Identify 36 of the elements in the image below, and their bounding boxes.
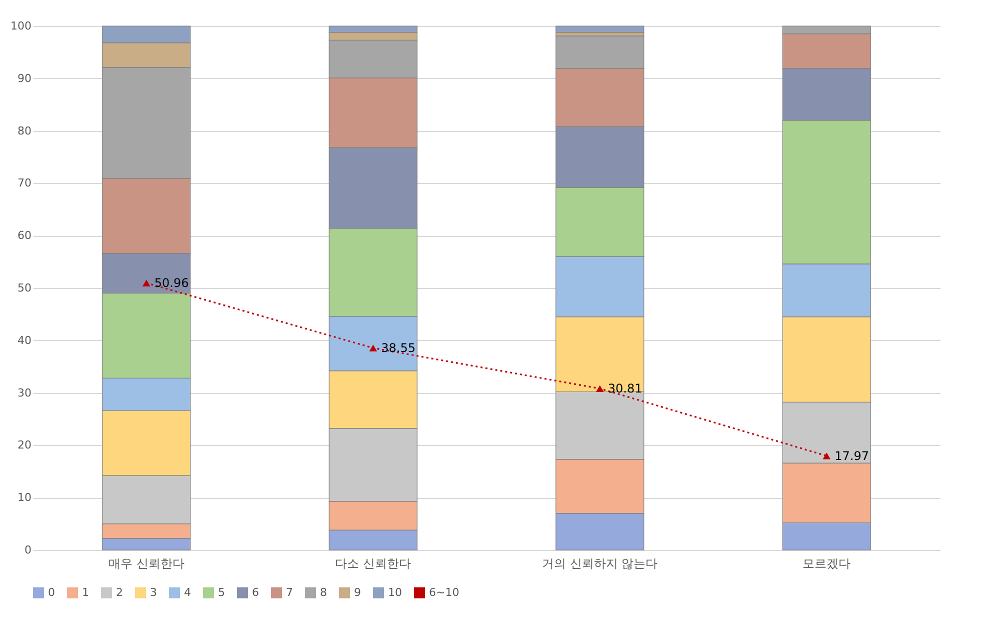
- x-tick-label: 거의 신뢰하지 않는다: [542, 556, 658, 570]
- y-tick-label: 0: [24, 544, 32, 556]
- y-tick-label: 10: [18, 491, 32, 504]
- y-tick-label: 90: [18, 72, 32, 85]
- legend-label: 5: [218, 586, 225, 599]
- legend-label: 4: [184, 586, 191, 599]
- legend-label: 1: [82, 586, 89, 599]
- point: [596, 385, 604, 392]
- point: [822, 452, 830, 460]
- y-tick-label: 30: [18, 386, 32, 400]
- legend-label: 8: [320, 586, 327, 599]
- data-label: 30.81: [608, 382, 642, 396]
- x-tick-label: 매우 신뢰한다: [108, 556, 184, 570]
- legend-label: 10: [388, 586, 402, 599]
- point: [142, 280, 150, 286]
- legend-label: 6: [252, 586, 259, 599]
- y-tick-label: 100: [10, 20, 32, 32]
- legend-label: 3: [150, 586, 157, 599]
- x-tick-label: 모르겠다: [802, 556, 851, 570]
- legend-label: 9: [354, 586, 361, 599]
- data-label: 17.97: [834, 448, 869, 463]
- y-tick-label: 60: [18, 229, 32, 242]
- y-tick-label: 40: [18, 334, 32, 347]
- y-tick-label: 80: [18, 124, 32, 138]
- x-tick-label: 다소 신뢰한다: [335, 556, 412, 570]
- legend-label: 6~10: [429, 586, 460, 599]
- data-label: 38.55: [381, 341, 416, 355]
- legend-label: 0: [48, 586, 55, 599]
- point: [369, 344, 377, 352]
- bar: [556, 26, 644, 33]
- legend-label: 2: [116, 586, 123, 599]
- legend-label: 7: [286, 586, 293, 599]
- y-tick-label: 70: [18, 176, 32, 190]
- y-tick-label: 20: [18, 438, 32, 452]
- y-tick-label: 50: [18, 282, 32, 294]
- data-label: 50.96: [154, 276, 189, 290]
